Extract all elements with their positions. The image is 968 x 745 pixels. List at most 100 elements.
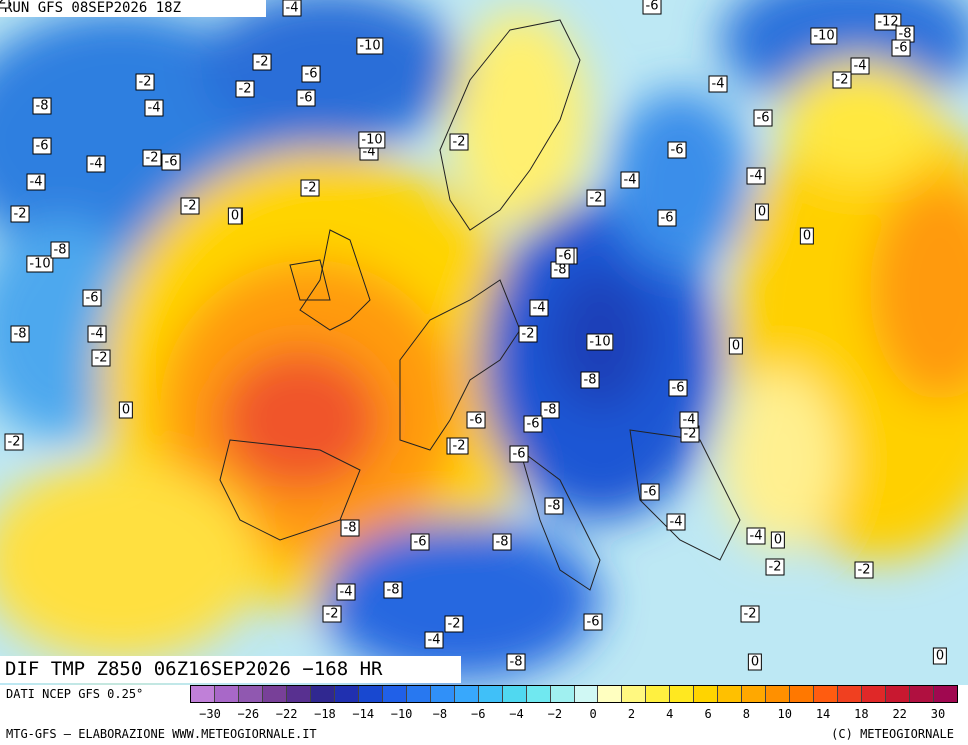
colorbar-swatch [382,686,407,702]
colorbar-tick-label: 10 [777,707,792,721]
colorbar-tick-label: 22 [892,707,907,721]
colorbar-swatch [238,686,263,702]
colorbar-swatch [214,686,239,702]
value-label: 0 [770,531,786,549]
value-label: -2 [518,325,538,343]
colorbar-tick-label: 14 [815,707,831,721]
value-label: -4 [282,0,302,17]
value-label: -4 [144,99,164,117]
value-label: -8 [540,401,560,419]
value-label: -6 [296,89,316,107]
value-label: -4 [620,171,640,189]
colorbar-swatch [814,686,839,702]
value-label: 0 [728,337,744,355]
colorbar-swatch [742,686,767,702]
colorbar-swatch [862,686,887,702]
colorbar-tick-label: 4 [666,707,674,721]
value-label: -10 [356,37,384,55]
value-label: -8 [492,533,512,551]
colorbar-swatch [262,686,287,702]
colorbar-swatch [358,686,383,702]
value-label: -2 [10,205,30,223]
colorbar-swatch [334,686,359,702]
value-label: -8 [383,581,403,599]
value-label: 0 [932,647,948,665]
credits-left: MTG-GFS – ELABORAZIONE WWW.METEOGIORNALE… [6,727,317,741]
colorbar-tick-label: −8 [432,707,448,721]
value-label: -6 [583,613,603,631]
value-label: -6 [668,379,688,397]
field-title: DIF TMP Z850 06Z16SEP2026 −168 HR [0,656,461,683]
colorbar-tick-label: 6 [704,707,712,721]
value-label: -2 [444,615,464,633]
colorbar-ticks: −30 −26 −22 −18 −14 −10 −8 −6 −4 −2 0 2 4 6 8 10 14 18 22 3… [190,707,958,723]
value-label: -2 [586,189,606,207]
value-label: -4 [746,527,766,545]
value-label: -6 [523,415,543,433]
colorbar-swatch [502,686,527,702]
colorbar-tick-label: 8 [742,707,751,721]
value-label: -6 [657,209,677,227]
value-label: -6 [891,39,911,57]
colorbar-swatch [670,686,695,702]
value-label: -8 [32,97,52,115]
colorbar-tick-label: −10 [390,707,413,721]
temperature-anomaly-map [0,0,968,685]
value-label: -6 [466,411,486,429]
colorbar-swatch [526,686,551,702]
value-label: -4 [424,631,444,649]
value-label: -2 [449,437,469,455]
value-label: -4 [679,411,699,429]
colorbar-swatch [622,686,647,702]
value-label: -12 [874,13,902,31]
value-label: -8 [340,519,360,537]
legend-footer: DATI NCEP GFS 0.25° −30 −26 −22 −18 −14 −10 −8… [0,685,968,745]
value-label: -2 [4,433,24,451]
value-label: -2 [740,605,760,623]
coastlines [219,19,741,591]
value-label: -2 [135,73,155,91]
value-label: -10 [358,131,386,149]
value-label: -8 [580,371,600,389]
colorbar-swatch [430,686,455,702]
colorbar-tick-label: −4 [509,707,524,721]
colorbar-tick-label: −6 [470,707,486,721]
value-label: -2 [252,53,272,71]
value-label: -2 [765,558,785,576]
value-label: -4 [336,583,356,601]
value-label: -4 [26,173,46,191]
colorbar-swatch [910,686,935,702]
value-label: -2 [854,561,874,579]
colorbar-swatch [406,686,431,702]
colorbar-swatch [598,686,623,702]
colorbar-swatch [694,686,719,702]
run-title: RUN GFS 08SEP2026 18Z [0,0,266,17]
colorbar-tick-label: −26 [237,707,260,721]
value-label: -6 [555,247,575,265]
colorbar-swatch [718,686,743,702]
colorbar-tick-label: −18 [314,707,336,721]
value-label: -2 [832,71,852,89]
value-label: 0 [799,227,815,245]
value-label: -6 [642,0,662,15]
value-label: -8 [10,325,30,343]
value-label: -2 [0,0,10,9]
colorbar-swatch [478,686,503,702]
value-label: -6 [509,445,529,463]
value-label: -6 [82,289,102,307]
value-label: -6 [667,141,687,159]
value-label: -6 [640,483,660,501]
value-label: -8 [506,653,526,671]
value-label: -2 [142,149,162,167]
value-label: -2 [322,605,342,623]
value-label: -10 [586,333,614,351]
value-label: 0 [747,653,763,671]
colorbar-swatch [191,686,215,702]
value-label: -4 [86,155,106,173]
data-source-text: DATI NCEP GFS 0.25° [6,687,144,701]
colorbar-tick-label: 2 [627,707,636,721]
colorbar-tick-label: 0 [589,707,597,721]
value-label: -8 [544,497,564,515]
value-label: -2 [300,179,320,197]
credits-right: (C) METEOGIORNALE [831,727,954,741]
